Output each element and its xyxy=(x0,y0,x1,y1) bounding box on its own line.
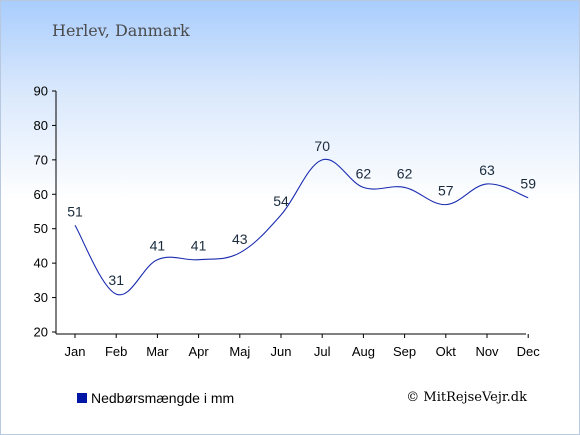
data-label: 41 xyxy=(191,238,207,254)
y-tick-label: 20 xyxy=(34,325,48,340)
series-group xyxy=(74,158,529,296)
y-tick-label: 30 xyxy=(34,290,48,305)
legend-label: Nedbørsmængde i mm xyxy=(91,390,235,406)
y-tick-label: 80 xyxy=(34,118,48,133)
y-axis-ticks: 20 30 40 50 60 70 80 90 xyxy=(34,84,56,340)
x-tick-label: Sep xyxy=(393,344,416,359)
data-label: 57 xyxy=(438,183,454,199)
data-point xyxy=(156,259,158,261)
copyright-text: © MitRejseVejr.dk xyxy=(406,390,527,405)
data-label: 62 xyxy=(397,165,413,181)
x-tick-label: Aug xyxy=(352,344,375,359)
series-line xyxy=(74,158,529,296)
data-point xyxy=(321,159,323,161)
data-label: 59 xyxy=(520,176,536,192)
data-point xyxy=(445,204,447,206)
y-tick-label: 50 xyxy=(34,221,48,236)
data-point xyxy=(198,259,200,261)
data-point xyxy=(115,293,117,295)
x-tick-label: Jun xyxy=(271,344,292,359)
x-axis-ticks: Jan Feb Mar Apr Maj Jun Jul Aug Sep Okt Nov Dec xyxy=(65,334,541,359)
data-point xyxy=(527,197,529,199)
data-point xyxy=(74,224,76,226)
x-tick-label: Dec xyxy=(517,344,541,359)
x-tick-label: Maj xyxy=(229,344,250,359)
x-tick-label: Jan xyxy=(65,344,86,359)
data-label: 43 xyxy=(232,231,248,247)
data-label: 63 xyxy=(479,162,495,178)
y-tick-label: 40 xyxy=(34,256,48,271)
x-tick-label: Jul xyxy=(314,344,331,359)
data-label: 31 xyxy=(108,272,124,288)
legend-swatch xyxy=(77,393,87,403)
x-tick-label: Okt xyxy=(436,344,457,359)
legend: Nedbørsmængde i mm xyxy=(77,390,234,406)
location-title: Herlev, Danmark xyxy=(52,21,190,40)
y-tick-label: 60 xyxy=(34,187,48,202)
data-point xyxy=(404,186,406,188)
x-tick-label: Feb xyxy=(105,344,127,359)
data-label: 70 xyxy=(314,138,330,154)
data-point xyxy=(280,214,282,216)
data-label: 62 xyxy=(356,165,372,181)
data-point xyxy=(362,186,364,188)
x-tick-label: Mar xyxy=(146,344,169,359)
data-point xyxy=(239,252,241,254)
y-tick-label: 90 xyxy=(34,84,48,99)
data-label: 54 xyxy=(273,193,289,209)
data-label: 51 xyxy=(67,203,83,219)
data-labels: 51 31 41 41 43 54 70 62 62 57 63 59 xyxy=(67,138,536,295)
data-label: 41 xyxy=(150,238,166,254)
data-point xyxy=(486,183,488,185)
chart-axes xyxy=(55,91,526,335)
x-tick-label: Apr xyxy=(188,344,209,359)
x-tick-label: Nov xyxy=(475,344,499,359)
y-tick-label: 70 xyxy=(34,152,48,167)
